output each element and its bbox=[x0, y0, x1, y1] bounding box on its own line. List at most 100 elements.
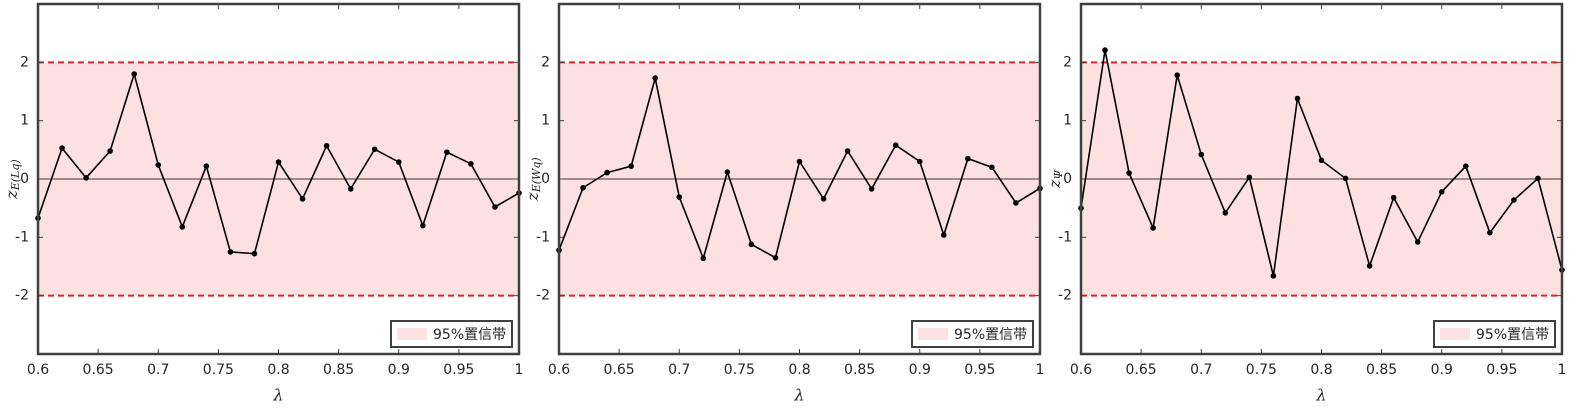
data-point bbox=[748, 241, 755, 248]
y-tick-label: -1 bbox=[536, 229, 550, 245]
data-point bbox=[844, 148, 851, 154]
y-tick-label: -1 bbox=[15, 229, 29, 245]
x-tick-label: 0.9 bbox=[388, 362, 410, 378]
y-tick-label: 1 bbox=[541, 113, 550, 129]
x-tick-label: 0.8 bbox=[788, 362, 810, 378]
x-axis-label: λ bbox=[272, 386, 283, 405]
legend-label: 95%置信带 bbox=[954, 327, 1027, 343]
data-point bbox=[604, 169, 610, 176]
x-tick-label: 0.75 bbox=[1246, 362, 1277, 378]
data-point bbox=[580, 184, 586, 191]
x-tick-label: 1 bbox=[1558, 362, 1567, 378]
subplot: -2 -1 0 1 2 0.6 0.65 0.7 0.75 0.8 0.85 0.9 0.95 1 λ zΨ 9… bbox=[1045, 2, 1567, 405]
data-point bbox=[1174, 72, 1180, 78]
data-point bbox=[299, 196, 306, 202]
data-point bbox=[820, 196, 827, 202]
data-point bbox=[203, 163, 210, 169]
data-point bbox=[1198, 151, 1205, 158]
data-point bbox=[1318, 157, 1325, 164]
x-tick-label: 0.9 bbox=[1431, 362, 1453, 378]
data-point bbox=[420, 222, 426, 229]
data-point bbox=[1102, 47, 1108, 53]
x-tick-label: 0.8 bbox=[1310, 362, 1332, 378]
x-tick-label: 0.75 bbox=[203, 362, 234, 378]
data-point bbox=[1294, 95, 1301, 102]
y-tick-label: 1 bbox=[1063, 113, 1072, 129]
data-point bbox=[1246, 174, 1253, 181]
data-point bbox=[1535, 175, 1541, 182]
data-point bbox=[1463, 163, 1469, 169]
data-point bbox=[796, 158, 803, 165]
data-point bbox=[989, 164, 995, 171]
data-point bbox=[1438, 189, 1445, 195]
x-axis-label: λ bbox=[793, 386, 804, 405]
x-axis-label: λ bbox=[1315, 386, 1326, 405]
x-tick-label: 1 bbox=[515, 362, 524, 378]
data-point bbox=[965, 155, 971, 162]
data-point bbox=[83, 175, 89, 181]
data-point bbox=[59, 145, 65, 151]
y-tick-label: -2 bbox=[1058, 288, 1072, 304]
y-label-sub: E(Wq) bbox=[530, 157, 543, 193]
data-point bbox=[1342, 175, 1349, 182]
data-point bbox=[1414, 239, 1421, 245]
data-point bbox=[700, 255, 707, 262]
legend-label: 95%置信带 bbox=[433, 327, 506, 343]
data-point bbox=[395, 159, 402, 165]
data-point bbox=[1487, 229, 1493, 236]
y-tick-label: 2 bbox=[541, 54, 550, 70]
y-tick-label: 0 bbox=[1063, 171, 1072, 187]
y-tick-label: 2 bbox=[1063, 54, 1072, 70]
x-tick-label: 0.65 bbox=[604, 362, 635, 378]
x-tick-label: 0.95 bbox=[964, 362, 995, 378]
y-axis-label: zΨ bbox=[1045, 170, 1066, 189]
legend-swatch bbox=[918, 328, 948, 340]
data-point bbox=[275, 159, 282, 165]
data-point bbox=[724, 169, 731, 175]
legend-box bbox=[911, 320, 1034, 348]
data-point bbox=[652, 75, 658, 81]
data-point bbox=[868, 186, 875, 192]
x-tick-label: 1 bbox=[1036, 362, 1045, 378]
x-tick-label: 0.95 bbox=[1486, 362, 1517, 378]
y-label-sub: Ψ bbox=[1052, 170, 1065, 180]
subplot: -2 -1 0 1 2 0.6 0.65 0.7 0.75 0.8 0.85 0.9 0.95 1 λ zE(… bbox=[2, 2, 524, 405]
x-tick-label: 0.85 bbox=[1366, 362, 1397, 378]
x-tick-label: 0.85 bbox=[844, 362, 875, 378]
data-point bbox=[179, 224, 186, 230]
x-tick-label: 0.65 bbox=[83, 362, 114, 378]
data-point bbox=[155, 162, 162, 168]
data-point bbox=[1366, 263, 1373, 269]
y-label-sub: E(Lq) bbox=[9, 159, 22, 191]
data-point bbox=[1511, 197, 1517, 203]
y-tick-label: -1 bbox=[1058, 229, 1072, 245]
data-point bbox=[251, 250, 258, 257]
y-tick-label: 1 bbox=[20, 113, 29, 129]
y-tick-label: 2 bbox=[20, 54, 29, 70]
data-point bbox=[628, 163, 634, 169]
data-point bbox=[1126, 170, 1132, 176]
data-point bbox=[492, 204, 498, 210]
y-tick-label: 0 bbox=[20, 171, 29, 187]
data-point bbox=[941, 232, 947, 238]
data-point bbox=[444, 149, 450, 155]
data-point bbox=[772, 254, 779, 261]
data-point bbox=[1270, 273, 1277, 279]
y-label-main: z bbox=[1045, 179, 1064, 189]
x-tick-label: 0.7 bbox=[668, 362, 690, 378]
y-label-main: z bbox=[2, 190, 21, 200]
data-point bbox=[468, 161, 474, 167]
legend-swatch bbox=[397, 328, 427, 340]
x-tick-label: 0.95 bbox=[443, 362, 474, 378]
y-axis-label: zE(Wq) bbox=[523, 157, 544, 201]
data-point bbox=[1390, 194, 1397, 201]
data-point bbox=[371, 146, 378, 153]
data-point bbox=[1222, 210, 1229, 216]
data-point bbox=[676, 194, 683, 200]
y-tick-label: -2 bbox=[15, 288, 29, 304]
data-point bbox=[323, 142, 330, 149]
axes-box bbox=[557, 2, 1042, 356]
y-axis-label: zE(Lq) bbox=[2, 159, 23, 199]
data-point bbox=[892, 142, 899, 148]
